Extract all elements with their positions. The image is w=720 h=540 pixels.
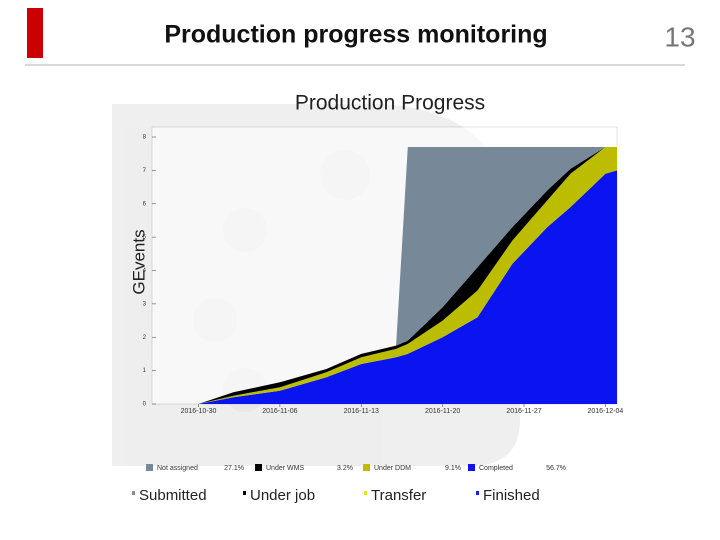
- x-tick-label: 2016-11-20: [425, 408, 460, 415]
- legend-share: 56.7%: [546, 465, 566, 472]
- page-number: 13: [664, 21, 695, 52]
- status-label: Submitted: [139, 487, 207, 504]
- y-tick-label: 2: [143, 335, 147, 341]
- legend-label: Completed: [479, 465, 513, 472]
- legend-swatch: [363, 464, 370, 471]
- y-tick-label: 4: [143, 268, 147, 274]
- legend-share: 3.2%: [337, 465, 353, 472]
- y-tick-label: 1: [143, 368, 147, 374]
- legend-label: Not assigned: [157, 465, 198, 472]
- x-tick-label: 2016-11-06: [262, 408, 297, 415]
- x-tick-label: 2016-11-13: [344, 408, 379, 415]
- legend-label: Under WMS: [266, 465, 304, 472]
- legend-share: 27.1%: [224, 465, 244, 472]
- area: [198, 170, 617, 404]
- bullet: [243, 491, 246, 495]
- y-axis-label: GEvents: [129, 229, 148, 294]
- y-tick-label: 3: [143, 301, 147, 307]
- area: [198, 147, 617, 404]
- y-tick-label: 5: [143, 235, 147, 241]
- status-label: Under job: [250, 487, 315, 504]
- legend-swatch: [146, 464, 153, 471]
- accent-bar: [27, 8, 43, 58]
- y-tick-label: 6: [143, 201, 147, 207]
- x-tick-label: 2016-10-30: [181, 408, 217, 415]
- y-tick-label: 0: [143, 402, 147, 408]
- legend-label: Under DDM: [374, 465, 411, 472]
- legend-swatch: [468, 464, 475, 471]
- legend-swatch: [255, 464, 262, 471]
- chart-title: Production Progress: [295, 92, 485, 115]
- bullet: [364, 491, 367, 495]
- y-tick-label: 7: [143, 168, 147, 174]
- status-label: Finished: [483, 487, 540, 504]
- area: [198, 147, 617, 404]
- y-tick-label: 8: [143, 135, 147, 141]
- slide-title: Production progress monitoring: [164, 21, 547, 49]
- x-tick-label: 2016-11-27: [506, 408, 541, 415]
- bullet: [476, 491, 479, 495]
- legend-share: 9.1%: [445, 465, 461, 472]
- x-tick-label: 2016-12-04: [587, 408, 623, 415]
- status-label: Transfer: [371, 487, 426, 504]
- bullet: [132, 491, 135, 495]
